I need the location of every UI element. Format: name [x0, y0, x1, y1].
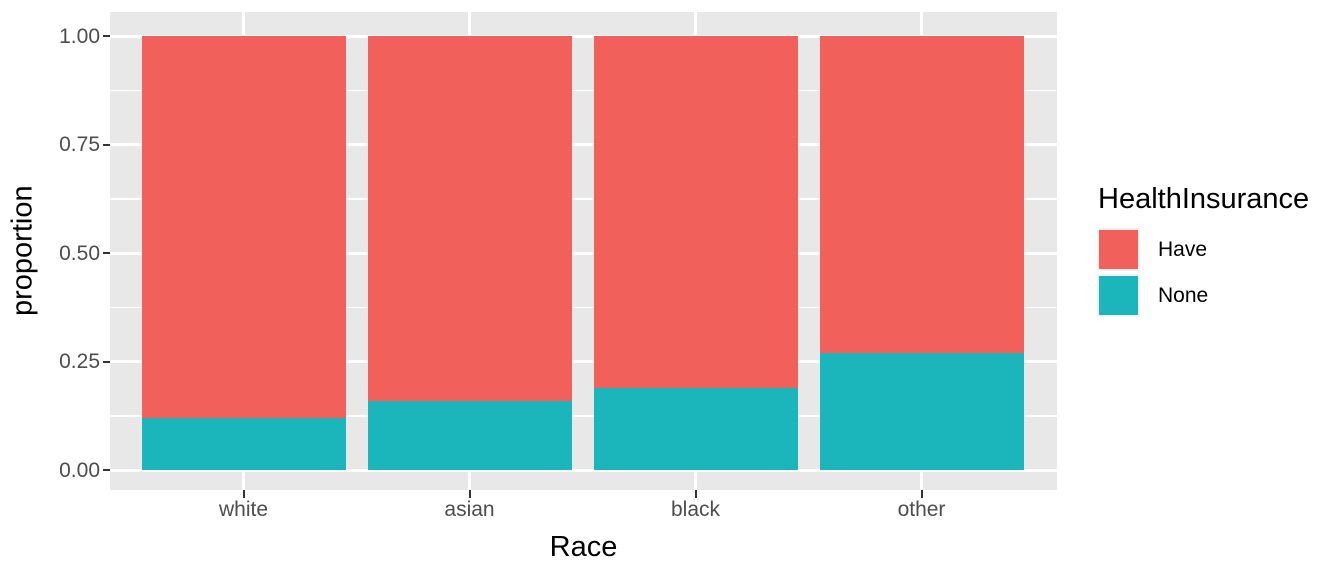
major-gridline: [110, 251, 1057, 255]
y-tick-label: 1.00: [59, 24, 100, 48]
y-tick-mark: [103, 143, 110, 146]
bar-segment-black-have: [593, 36, 798, 388]
y-tick-label: 0.25: [59, 350, 100, 373]
bar-segment-asian-have: [367, 36, 572, 401]
legend-item-none: None: [1097, 274, 1343, 317]
y-tick-mark: [103, 35, 110, 37]
bar-segment-white-none: [141, 417, 346, 470]
y-tick-label: 0.00: [59, 458, 100, 482]
y-tick-label: 0.50: [59, 241, 100, 265]
legend-item-have: Have: [1097, 228, 1343, 271]
minor-gridline: [110, 89, 1057, 91]
x-tick-label-asian: asian: [444, 498, 495, 521]
major-gridline: [110, 143, 1057, 146]
legend: HealthInsurance Have None: [1097, 183, 1343, 320]
bar-black: [593, 36, 798, 470]
major-gridline: [110, 468, 1057, 472]
x-tick-label-black: black: [670, 498, 721, 521]
bar-segment-asian-none: [367, 400, 572, 470]
y-tick-label: 0.75: [59, 133, 100, 156]
major-gridline: [110, 360, 1057, 363]
x-tick-mark: [694, 490, 697, 498]
major-gridline: [110, 34, 1057, 38]
x-tick-mark: [468, 490, 471, 498]
legend-items: Have None: [1097, 228, 1343, 317]
x-tick-label-white: white: [218, 498, 269, 521]
x-tick-mark: [920, 490, 923, 498]
y-tick-mark: [103, 469, 110, 471]
legend-swatch-none: [1099, 276, 1138, 315]
bar-segment-white-have: [141, 36, 346, 418]
x-tick-label-other: other: [897, 498, 946, 521]
legend-title: HealthInsurance: [1098, 183, 1310, 215]
bar-other: [819, 36, 1024, 470]
plot-panel: [110, 12, 1057, 490]
x-tick-mark: [242, 490, 245, 498]
legend-key: [1097, 274, 1140, 317]
legend-label: Have: [1158, 237, 1208, 261]
bar-segment-other-none: [819, 352, 1024, 470]
bar-segment-black-none: [593, 387, 798, 470]
legend-label: None: [1158, 283, 1209, 307]
bar-segment-other-have: [819, 36, 1024, 353]
minor-gridline: [110, 198, 1057, 200]
minor-gridline: [110, 415, 1057, 417]
legend-key: [1097, 228, 1140, 271]
x-axis-title: Race: [549, 531, 618, 563]
y-tick-mark: [103, 252, 110, 254]
bar-asian: [367, 36, 572, 470]
legend-swatch-have: [1099, 230, 1138, 269]
y-tick-mark: [103, 360, 110, 363]
minor-gridline: [110, 306, 1057, 308]
bar-white: [141, 36, 346, 470]
